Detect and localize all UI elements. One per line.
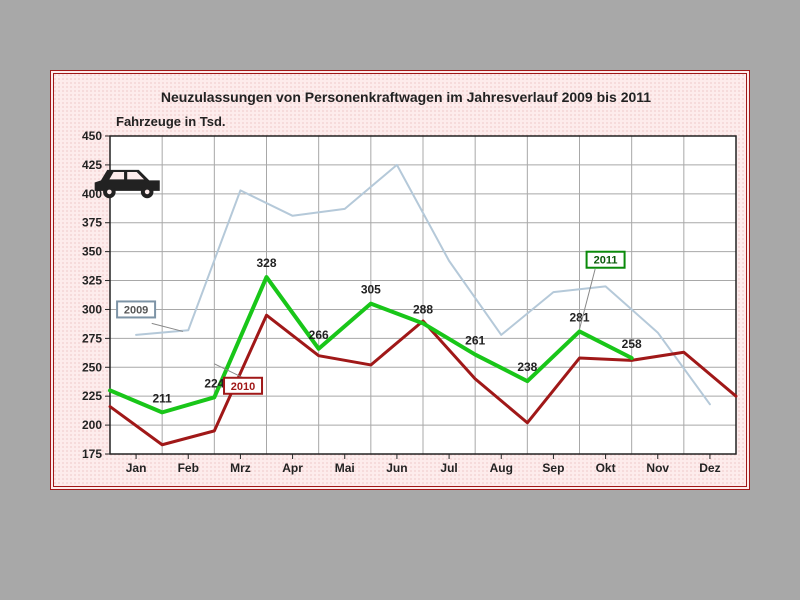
- data-label: 238: [517, 360, 537, 374]
- x-tick-label: Apr: [282, 461, 303, 475]
- x-tick-label: Jun: [386, 461, 407, 475]
- y-tick-label: 200: [82, 418, 102, 432]
- series-label-text-2010: 2010: [231, 381, 255, 393]
- x-tick-label: Nov: [646, 461, 669, 475]
- y-tick-label: 175: [82, 447, 102, 461]
- y-tick-label: 375: [82, 216, 102, 230]
- x-tick-label: Aug: [490, 461, 513, 475]
- x-tick-label: Okt: [596, 461, 616, 475]
- data-label: 258: [622, 337, 642, 351]
- data-label: 305: [361, 283, 381, 297]
- y-tick-label: 325: [82, 274, 102, 288]
- x-tick-label: Sep: [542, 461, 564, 475]
- y-tick-label: 350: [82, 245, 102, 259]
- data-label: 211: [152, 391, 172, 405]
- x-tick-label: Jul: [440, 461, 457, 475]
- data-label: 266: [309, 328, 329, 342]
- data-label: 261: [465, 334, 485, 348]
- x-tick-label: Mrz: [230, 461, 251, 475]
- data-label: 281: [569, 310, 589, 324]
- data-label: 328: [256, 256, 276, 270]
- y-tick-label: 425: [82, 158, 102, 172]
- data-label: 224: [204, 376, 224, 390]
- y-tick-label: 275: [82, 331, 102, 345]
- chart-title: Neuzulassungen von Personenkraftwagen im…: [161, 89, 651, 105]
- chart-subtitle: Fahrzeuge in Tsd.: [116, 114, 226, 129]
- x-tick-label: Jan: [126, 461, 147, 475]
- y-tick-label: 300: [82, 302, 102, 316]
- x-tick-label: Mai: [335, 461, 355, 475]
- y-tick-label: 450: [82, 129, 102, 143]
- y-tick-label: 250: [82, 360, 102, 374]
- y-tick-label: 225: [82, 389, 102, 403]
- data-label: 288: [413, 302, 433, 316]
- chart-panel: Neuzulassungen von Personenkraftwagen im…: [50, 70, 750, 490]
- x-tick-label: Dez: [699, 461, 720, 475]
- series-label-text-2009: 2009: [124, 304, 148, 316]
- series-label-text-2011: 2011: [594, 255, 618, 267]
- line-chart: Neuzulassungen von Personenkraftwagen im…: [54, 74, 746, 486]
- x-tick-label: Feb: [178, 461, 199, 475]
